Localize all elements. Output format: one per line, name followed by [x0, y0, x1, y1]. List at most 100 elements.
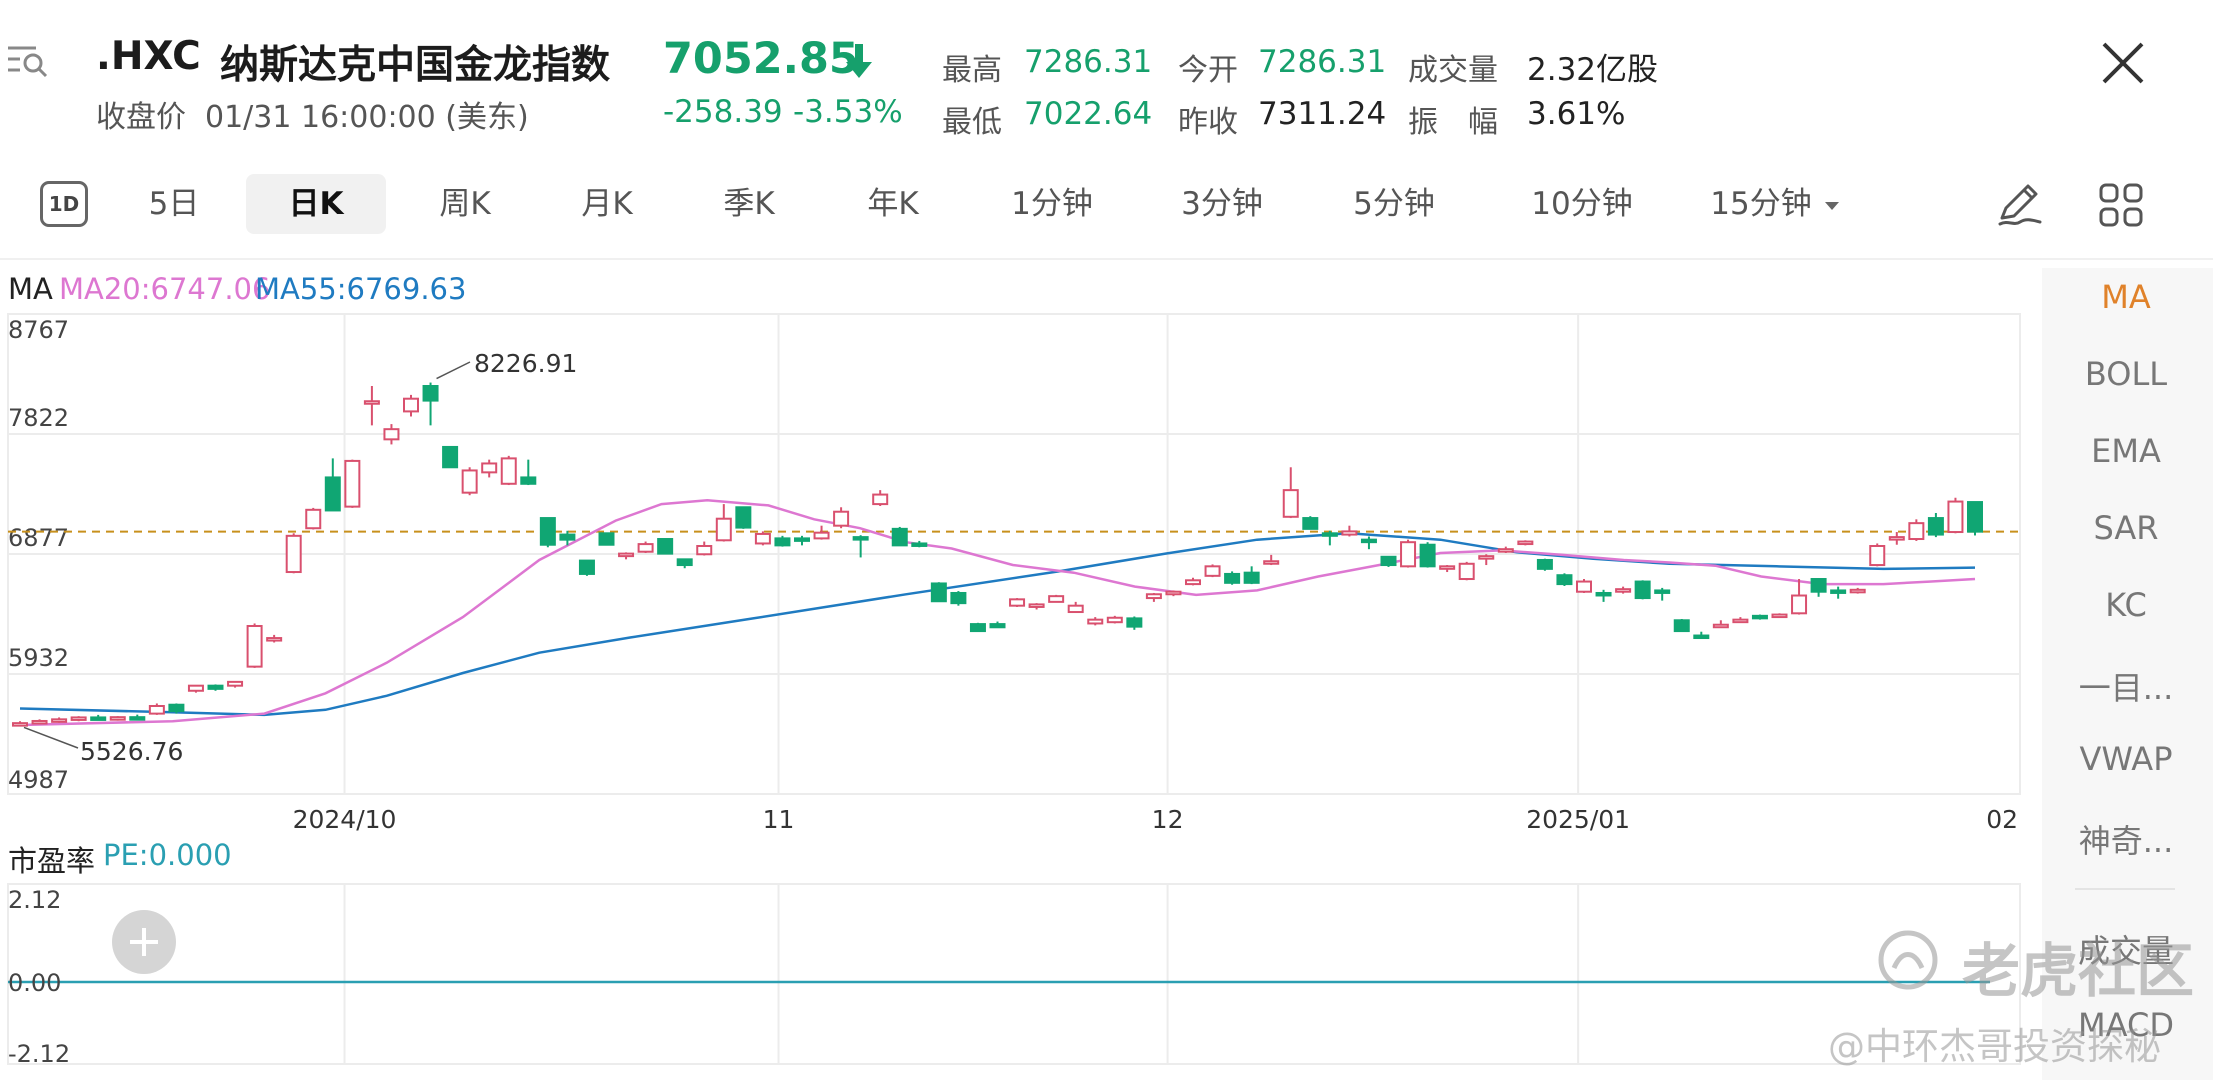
stat-value: 2.32亿股 — [1527, 52, 1659, 88]
tab-yearly-k[interactable]: 年K — [867, 186, 919, 222]
indicator-panel — [2042, 268, 2213, 1080]
candle-up — [1009, 598, 1026, 607]
indicator-ma[interactable]: MA — [2101, 278, 2151, 316]
candle-down — [1595, 591, 1612, 597]
candle-down — [1321, 532, 1338, 537]
candle-up — [12, 722, 28, 727]
candle-down — [1693, 634, 1710, 640]
indicator-boll[interactable]: BOLL — [2084, 355, 2168, 393]
candle-down — [1830, 589, 1847, 594]
stat-label: 今开 — [1178, 53, 1238, 88]
tab-daily-k[interactable]: 日K — [246, 174, 386, 234]
candle-up — [696, 545, 713, 556]
candle-down — [1419, 543, 1436, 568]
menu-search-icon[interactable] — [6, 40, 50, 80]
indicator-vwap[interactable]: VWAP — [2079, 740, 2173, 778]
candle-up — [266, 637, 283, 642]
x-tick-label: 02 — [1986, 805, 2018, 834]
stat-value: 3.61% — [1527, 96, 1626, 132]
candle-down — [911, 542, 928, 547]
candle-up — [813, 531, 830, 540]
candle-up — [1263, 560, 1280, 565]
candle-up — [305, 508, 322, 530]
candle-down — [520, 476, 537, 485]
indicator-sar[interactable]: SAR — [2093, 509, 2159, 547]
y-tick-label: 7822 — [8, 404, 69, 432]
annotation-high: 8226.91 — [474, 349, 577, 378]
candle-up — [1087, 618, 1104, 625]
candle-up — [1712, 623, 1729, 629]
stat-label: 最低 — [942, 105, 1002, 140]
candle-up — [1028, 603, 1045, 608]
close-time: 01/31 16:00:00 (美东) — [205, 100, 529, 135]
candle-up — [1791, 594, 1808, 615]
candle-up — [1439, 565, 1456, 570]
candle-up — [403, 397, 419, 413]
candle-down — [1634, 580, 1651, 600]
candle-down — [1536, 558, 1553, 570]
watermark-brand: 老虎社区 — [1962, 937, 2195, 1005]
tab-quarterly-k[interactable]: 季K — [723, 186, 775, 222]
tab-3min[interactable]: 3分钟 — [1181, 186, 1263, 222]
stat-label: 昨收 — [1178, 105, 1238, 140]
dropdown-arrow-icon[interactable] — [1824, 200, 1840, 212]
indicator-macd[interactable]: MACD — [2078, 1006, 2174, 1044]
tab-weekly-k[interactable]: 周K — [439, 186, 491, 222]
candle-up — [1341, 530, 1358, 536]
indicator-volume[interactable]: 成交量 — [2077, 932, 2174, 970]
candle-up — [618, 552, 635, 558]
annotation-low: 5526.76 — [80, 737, 183, 766]
y-tick-label: 4987 — [8, 766, 69, 794]
candle-down — [1927, 517, 1944, 536]
tiger-logo-icon — [1878, 930, 1938, 990]
candle-up — [227, 680, 244, 687]
add-indicator-button[interactable] — [112, 910, 176, 974]
tab-monthly-k[interactable]: 月K — [581, 186, 633, 222]
candle-down — [657, 538, 674, 555]
candle-up — [109, 716, 126, 721]
grid-icon[interactable] — [2096, 180, 2146, 230]
indicator-magic[interactable]: 神奇... — [2078, 822, 2174, 860]
tab-5day[interactable]: 5日 — [148, 186, 200, 222]
candle-down — [1380, 555, 1397, 567]
indicator-kc[interactable]: KC — [2105, 586, 2147, 624]
candle-down — [1126, 617, 1143, 628]
tab-15min[interactable]: 15分钟 — [1710, 186, 1812, 222]
tab-5min[interactable]: 5分钟 — [1353, 186, 1435, 222]
candle-down — [442, 445, 459, 469]
y-tick-label: 8767 — [8, 316, 69, 344]
tab-1d-icon[interactable]: 1D — [40, 181, 88, 227]
candle-up — [872, 493, 889, 506]
candle-up — [1576, 580, 1592, 593]
arrow-down-icon — [846, 44, 872, 78]
tab-10min[interactable]: 10分钟 — [1531, 186, 1633, 222]
candlestick-chart[interactable]: 8767 7822 6877 5932 4987 2024/10 11 12 2025/01 02… — [0, 0, 2042, 1080]
candle-down — [1673, 619, 1690, 633]
tab-1min[interactable]: 1分钟 — [1011, 186, 1093, 222]
candle-up — [461, 469, 478, 494]
candle-down — [891, 527, 908, 547]
index-name: 纳斯达克中国金龙指数 — [220, 43, 611, 88]
stat-label: 成交量 — [1408, 53, 1498, 88]
watermark-author: @中环杰哥投资探秘 — [1828, 1025, 2161, 1068]
y-tick-label: 6877 — [8, 524, 69, 552]
candle-up — [51, 718, 68, 723]
candle-down — [676, 558, 693, 567]
x-tick-label: 2024/10 — [293, 805, 397, 834]
candle-up — [1908, 522, 1925, 541]
candle-up — [754, 532, 771, 545]
indicator-ema[interactable]: EMA — [2091, 432, 2161, 470]
candle-down — [324, 476, 341, 512]
candle-up — [246, 625, 263, 668]
close-icon[interactable] — [2098, 38, 2148, 88]
candle-up — [383, 428, 400, 441]
candle-up — [1478, 555, 1495, 560]
indicator-ichimoku[interactable]: 一目... — [2078, 669, 2174, 707]
candle-up — [481, 462, 498, 474]
pencil-icon[interactable] — [1994, 178, 2046, 230]
indicator-divider — [2075, 888, 2175, 890]
candle-down — [1967, 501, 1983, 533]
price-change: -258.39 — [663, 94, 783, 130]
pe-ratio-label: 市盈率 — [8, 844, 96, 878]
candle-up — [1185, 579, 1201, 586]
